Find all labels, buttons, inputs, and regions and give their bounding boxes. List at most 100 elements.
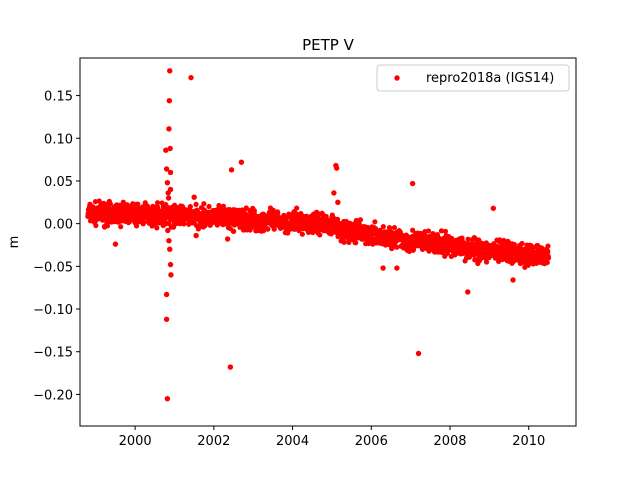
data-point — [100, 210, 107, 217]
y-axis: 0.15 0.10 0.05 0.00 −0.05 −0.10 −0.15 −0.20 — [33, 90, 80, 403]
y-tick-label: −0.10 — [33, 303, 73, 318]
data-point — [124, 202, 130, 208]
data-point — [187, 217, 193, 223]
data-point — [104, 223, 111, 229]
data-point — [108, 219, 115, 225]
data-point — [281, 217, 288, 223]
data-point — [227, 364, 234, 370]
data-point — [376, 236, 382, 242]
data-point — [167, 169, 174, 176]
data-point — [476, 237, 482, 243]
data-point — [334, 216, 341, 222]
data-point — [251, 208, 257, 214]
data-point — [167, 68, 173, 74]
data-point — [193, 232, 199, 239]
data-point — [490, 205, 497, 211]
data-point — [156, 213, 162, 219]
data-point — [333, 165, 340, 171]
data-point — [494, 253, 500, 259]
data-point — [486, 246, 493, 252]
data-point — [545, 255, 552, 261]
data-point — [419, 241, 426, 247]
data-point — [140, 218, 146, 224]
data-point — [442, 228, 449, 235]
data-point — [128, 212, 134, 218]
legend: repro2018a (IGS14) — [376, 64, 570, 92]
data-point — [228, 167, 235, 173]
data-point — [329, 220, 335, 227]
data-point — [201, 201, 207, 207]
data-point — [206, 203, 212, 210]
plot-marks — [85, 68, 552, 402]
x-tick-label: 2006 — [355, 434, 388, 449]
data-point — [519, 240, 525, 247]
data-point — [207, 215, 213, 222]
data-point — [144, 208, 150, 215]
data-point — [152, 204, 158, 211]
data-point — [415, 350, 422, 357]
data-point — [394, 265, 400, 271]
data-point — [133, 223, 140, 229]
data-point — [165, 227, 171, 234]
x-tick-label: 2004 — [276, 434, 309, 449]
data-point — [545, 249, 551, 255]
data-point — [409, 180, 416, 187]
x-tick-label: 2002 — [197, 434, 230, 449]
data-point — [502, 249, 508, 256]
data-point — [167, 246, 173, 252]
data-point — [219, 218, 225, 224]
data-point — [179, 208, 186, 215]
data-point — [154, 200, 161, 206]
data-point — [89, 203, 95, 210]
data-point — [118, 224, 124, 230]
data-point — [148, 215, 154, 222]
data-point — [120, 199, 127, 205]
data-point — [391, 224, 398, 231]
data-point — [188, 74, 194, 81]
data-point — [331, 190, 337, 196]
data-point — [243, 205, 249, 211]
data-point — [544, 259, 550, 266]
data-point — [154, 225, 160, 231]
data-point — [341, 231, 347, 237]
data-point — [166, 97, 173, 104]
data-point — [380, 223, 386, 230]
data-point — [187, 204, 193, 210]
data-point — [191, 194, 197, 200]
data-point — [163, 316, 170, 322]
data-point — [167, 186, 174, 193]
data-point — [166, 238, 172, 244]
data-point — [93, 222, 99, 229]
data-point — [167, 261, 174, 268]
data-point — [368, 229, 375, 235]
data-point — [116, 207, 123, 213]
data-point — [360, 232, 367, 239]
data-point — [388, 239, 394, 246]
data-point — [107, 201, 113, 207]
data-point — [230, 228, 237, 235]
data-point — [447, 244, 453, 251]
data-point — [400, 234, 406, 241]
data-point — [262, 214, 268, 220]
data-point — [167, 145, 173, 152]
data-point — [275, 210, 281, 216]
data-point — [211, 212, 217, 218]
data-point — [431, 236, 437, 242]
data-point — [220, 203, 227, 209]
x-tick-label: 2008 — [433, 434, 466, 449]
data-point — [181, 220, 187, 227]
y-tick-label: 0.10 — [44, 132, 73, 147]
data-point — [238, 159, 245, 165]
data-point — [93, 216, 99, 223]
data-point — [294, 205, 300, 211]
data-point — [164, 179, 171, 186]
data-point — [483, 259, 490, 265]
legend-marker — [394, 75, 400, 81]
y-tick-label: 0.05 — [44, 175, 73, 190]
data-point — [265, 226, 271, 232]
data-point — [313, 227, 319, 234]
data-point — [353, 240, 359, 246]
data-point — [166, 126, 172, 132]
chart-title: PETP V — [302, 36, 354, 54]
data-point — [510, 277, 516, 283]
